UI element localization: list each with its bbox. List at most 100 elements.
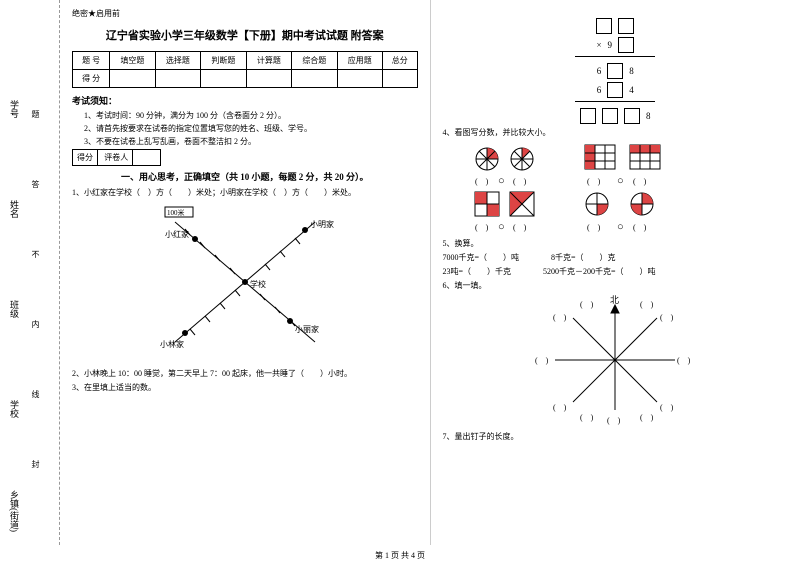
question-3: 3、在里填上适当的数。 [72, 382, 418, 393]
page-footer: 第 1 页 共 4 页 [0, 550, 800, 561]
notice-title: 考试须知： [72, 94, 418, 107]
calc-r2b: 4 [629, 85, 634, 95]
calc-block: ×9 68 64 8 [443, 18, 789, 124]
instructions-list: 1、考试时间：90 分钟，满分为 100 分（含卷面分 2 分）。 2、请首先按… [72, 110, 418, 147]
map-label-a: 小明家 [310, 219, 334, 229]
score-cell-5[interactable] [292, 70, 337, 88]
binding-field-class[interactable]: 班级 [8, 300, 21, 318]
score-cell-2[interactable] [155, 70, 200, 88]
calc-box-6[interactable] [580, 108, 596, 124]
score-cell-6[interactable] [337, 70, 382, 88]
score-h-1: 填空题 [110, 52, 155, 70]
svg-text:( ): ( ) [535, 356, 549, 365]
seal-mark-4: 不 [30, 250, 41, 258]
question-6: 6、填一填。 [443, 280, 789, 291]
score-h-2: 选择题 [155, 52, 200, 70]
svg-text:( ): ( ) [660, 313, 674, 322]
score-cell-3[interactable] [201, 70, 246, 88]
binding-field-school[interactable]: 学校 [8, 400, 21, 418]
q5-line-1: 7000千克=（ ）吨 8千克=（ ）克 [443, 252, 789, 263]
svg-text:( ): ( ) [633, 223, 647, 232]
marker-blank[interactable] [136, 150, 160, 165]
left-column: 绝密★启用前 辽宁省实验小学三年级数学【下册】期中考试试题 附答案 题 号 填空… [60, 0, 431, 545]
svg-text:( ): ( ) [640, 413, 654, 422]
map-label-d: 小林家 [160, 339, 184, 349]
score-h-3: 判断题 [201, 52, 246, 70]
calc-r1a: 6 [597, 66, 602, 76]
calc-box-8[interactable] [624, 108, 640, 124]
seal-mark-2: 线 [30, 390, 41, 398]
binding-field-name[interactable]: 姓名 [8, 200, 21, 218]
svg-text:( ): ( ) [513, 177, 527, 186]
map-label-c: 学校 [250, 279, 266, 289]
svg-text:( ): ( ) [580, 413, 594, 422]
instruction-2: 2、请首先按要求在试卷的指定位置填写您的姓名、班级、学号。 [84, 123, 418, 134]
calc-r3: 8 [646, 111, 651, 121]
binding-column: 乡镇(街道) 学校 班级 姓名 学号 封 线 内 不 答 题 [0, 0, 60, 545]
calc-box-2[interactable] [618, 18, 634, 34]
map-label-e: 小丽家 [295, 324, 319, 334]
seal-mark-5: 答 [30, 180, 41, 188]
score-header-row: 题 号 填空题 选择题 判断题 计算题 综合题 应用题 总分 [73, 52, 418, 70]
svg-text:( ): ( ) [580, 300, 594, 309]
calc-box-1[interactable] [596, 18, 612, 34]
score-value-row: 得 分 [73, 70, 418, 88]
calc-line-1 [575, 56, 655, 57]
svg-text:( ): ( ) [513, 223, 527, 232]
marker-grader-label: 评卷人 [100, 150, 133, 165]
calc-r1b: 8 [629, 66, 634, 76]
q5-line-2: 23吨=（ ）千克 5200千克－200千克=（ ）吨 [443, 266, 789, 277]
compass-north: 北 [610, 295, 619, 305]
score-cell-4[interactable] [246, 70, 291, 88]
score-cell-7[interactable] [383, 70, 417, 88]
svg-text:( ): ( ) [607, 416, 621, 425]
part1-title: 一、用心思考，正确填空（共 10 小题，每题 2 分，共 20 分）。 [72, 170, 418, 183]
seal-mark-6: 题 [30, 110, 41, 118]
compass-svg: 北 ( ) ( ) ( ) ( ) ( ) ( ) ( ) ( ) ( ) ( ) ( ) [525, 295, 705, 425]
score-h-5: 综合题 [292, 52, 337, 70]
instruction-1: 1、考试时间：90 分钟，满分为 100 分（含卷面分 2 分）。 [84, 110, 418, 121]
score-table: 题 号 填空题 选择题 判断题 计算题 综合题 应用题 总分 得 分 [72, 51, 418, 88]
scale-label: 100米 [167, 208, 185, 217]
calc-box-4[interactable] [607, 63, 623, 79]
question-1: 1、小红家在学校（ ）方（ ）米处；小明家在学校（ ）方（ ）米处。 [72, 187, 418, 198]
score-row-label: 得 分 [73, 70, 110, 88]
svg-text:○: ○ [617, 221, 624, 232]
map-label-b: 小红家 [165, 229, 189, 239]
calc-box-3[interactable] [618, 37, 634, 53]
fractions-svg: ( ) ○ ( ) ( ) ○ ( ) [465, 142, 765, 232]
binding-field-township[interactable]: 乡镇(街道) [8, 490, 21, 532]
confidential-label: 绝密★启用前 [72, 8, 418, 19]
seal-mark-1: 封 [30, 460, 41, 468]
svg-text:( ): ( ) [475, 177, 489, 186]
score-cell-1[interactable] [110, 70, 155, 88]
q1-map-diagram: 100米 小明家 小红家 学校 小林家 小丽家 [72, 202, 418, 364]
calc-nine: 9 [608, 40, 613, 50]
score-h-0: 题 号 [73, 52, 110, 70]
seal-mark-3: 内 [30, 320, 41, 328]
calc-line-2 [575, 101, 655, 102]
question-5: 5、换算。 [443, 238, 789, 249]
svg-text:( ): ( ) [587, 177, 601, 186]
svg-text:( ): ( ) [553, 403, 567, 412]
score-h-7: 总分 [383, 52, 417, 70]
calc-box-7[interactable] [602, 108, 618, 124]
map-svg: 100米 小明家 小红家 学校 小林家 小丽家 [135, 202, 355, 362]
score-h-4: 计算题 [246, 52, 291, 70]
svg-text:( ): ( ) [633, 177, 647, 186]
svg-text:○: ○ [498, 175, 505, 187]
svg-text:( ): ( ) [553, 313, 567, 322]
calc-box-5[interactable] [607, 82, 623, 98]
question-4: 4、看图写分数，并比较大小。 [443, 127, 789, 138]
instruction-3: 3、不要在试卷上乱写乱画，卷面不整洁扣 2 分。 [84, 136, 418, 147]
question-2: 2、小林晚上 10：00 睡觉，第二天早上 7：00 起床，他一共睡了（ ）小时… [72, 368, 418, 379]
svg-text:( ): ( ) [587, 223, 601, 232]
svg-text:( ): ( ) [660, 403, 674, 412]
calc-r2a: 6 [597, 85, 602, 95]
binding-field-id[interactable]: 学号 [8, 100, 21, 118]
q6-compass-diagram: 北 ( ) ( ) ( ) ( ) ( ) ( ) ( ) ( ) ( ) ( ) ( ) [443, 295, 789, 427]
svg-text:( ): ( ) [640, 300, 654, 309]
svg-text:( ): ( ) [677, 356, 691, 365]
marker-score-label: 得分 [73, 150, 98, 165]
exam-title: 辽宁省实验小学三年级数学【下册】期中考试试题 附答案 [72, 27, 418, 43]
